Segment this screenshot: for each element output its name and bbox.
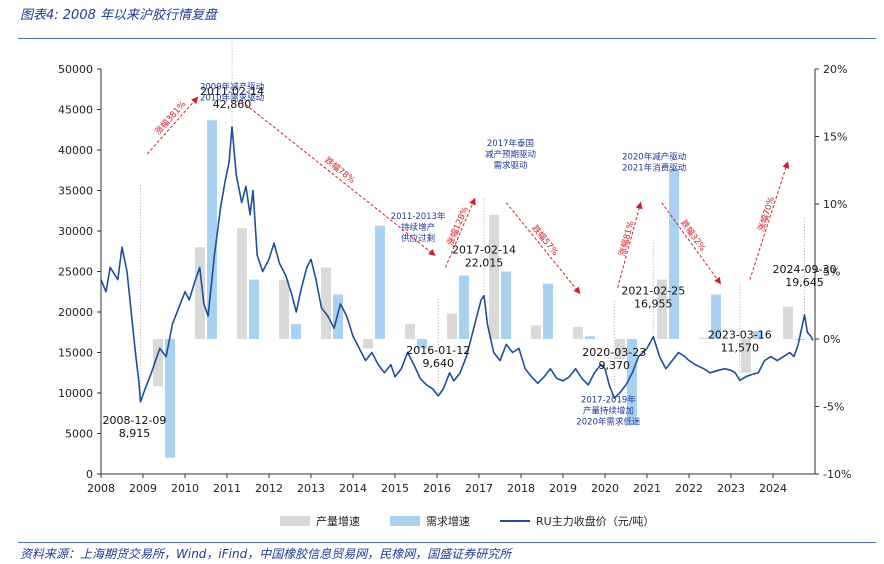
x-tick-label: 2016 xyxy=(423,482,451,495)
point-label-value: 8,915 xyxy=(119,427,151,440)
legend-label: 产量增速 xyxy=(316,514,360,528)
point-label-date: 2021-02-25 xyxy=(621,285,685,298)
x-tick-label: 2018 xyxy=(507,482,535,495)
point-label-value: 11,570 xyxy=(721,341,760,354)
x-tick-label: 2008 xyxy=(87,482,115,495)
production-growth-bar xyxy=(405,324,415,339)
left-tick-label: 45000 xyxy=(58,104,93,117)
production-growth-bar xyxy=(363,339,373,348)
demand-growth-bar xyxy=(291,324,301,339)
left-tick-label: 40000 xyxy=(58,144,93,157)
x-tick-label: 2022 xyxy=(675,482,703,495)
point-label-date: 2016-01-12 xyxy=(406,344,470,357)
x-tick-label: 2017 xyxy=(465,482,493,495)
point-label-value: 22,015 xyxy=(465,257,504,270)
driver-note-line: 减产预期驱动 xyxy=(485,149,537,160)
point-label-value: 16,955 xyxy=(634,298,673,311)
change-label: 涨幅128% xyxy=(445,205,471,247)
point-label-date: 2017-02-14 xyxy=(452,244,516,257)
driver-note-line: 2010年需求驱动 xyxy=(200,92,265,103)
production-growth-bar xyxy=(447,313,457,339)
point-label-value: 9,640 xyxy=(423,357,455,370)
x-tick-label: 2011 xyxy=(213,482,241,495)
right-tick-label: 15% xyxy=(823,131,847,144)
x-tick-label: 2013 xyxy=(297,482,325,495)
right-tick-label: -5% xyxy=(823,401,844,414)
demand-growth-bar xyxy=(249,280,259,339)
production-growth-bar xyxy=(321,267,331,339)
point-label-value: 19,645 xyxy=(785,276,824,289)
x-tick-label: 2019 xyxy=(549,482,577,495)
production-growth-bar xyxy=(237,228,247,339)
x-tick-label: 2010 xyxy=(171,482,199,495)
point-label-date: 2020-03-23 xyxy=(582,346,646,359)
demand-growth-bar xyxy=(501,272,511,340)
point-label-date: 2023-03-16 xyxy=(708,328,772,341)
demand-growth-bar xyxy=(375,226,385,339)
driver-note-line: 2017年泰国 xyxy=(487,138,534,149)
point-label-value: 9,370 xyxy=(598,359,630,372)
legend-swatch xyxy=(280,516,310,526)
left-tick-label: 50000 xyxy=(58,63,93,76)
right-tick-label: 10% xyxy=(823,198,847,211)
left-tick-label: 15000 xyxy=(58,347,93,360)
demand-growth-bar xyxy=(585,336,595,339)
x-tick-label: 2015 xyxy=(381,482,409,495)
demand-growth-bar xyxy=(459,276,469,339)
point-label-date: 2008-12-09 xyxy=(103,414,167,427)
driver-note-line: 2020年减产驱动 xyxy=(622,152,687,163)
production-growth-bar xyxy=(489,215,499,339)
driver-note-line: 产量持续增加 xyxy=(583,406,634,417)
left-tick-label: 10000 xyxy=(58,387,93,400)
x-tick-label: 2024 xyxy=(759,482,787,495)
change-arrow xyxy=(147,97,197,154)
change-label: 涨幅70% xyxy=(756,195,777,233)
change-label: 跌幅57% xyxy=(529,223,560,258)
left-tick-label: 20000 xyxy=(58,306,93,319)
change-label: 涨幅381% xyxy=(153,99,189,137)
right-tick-label: 0% xyxy=(823,333,840,346)
title-divider xyxy=(18,38,876,39)
legend-label: 需求增速 xyxy=(426,514,470,528)
production-growth-bar xyxy=(783,307,793,339)
source-note: 资料来源：上海期货交易所，Wind，iFind，中国橡胶信息贸易网，民橡网，国盛… xyxy=(20,545,511,562)
x-tick-label: 2014 xyxy=(339,482,367,495)
right-tick-label: -10% xyxy=(823,468,851,481)
demand-growth-bar xyxy=(543,284,553,339)
driver-note-line: 2009年减产驱动 xyxy=(200,81,265,92)
left-tick-label: 5000 xyxy=(65,428,93,441)
left-tick-label: 0 xyxy=(86,468,93,481)
figure-title: 图表4: 2008 年以来沪胶行情复盘 xyxy=(20,4,217,23)
production-growth-bar xyxy=(279,280,289,339)
x-tick-label: 2020 xyxy=(591,482,619,495)
source-divider xyxy=(18,542,876,543)
legend-swatch xyxy=(390,516,420,526)
right-tick-label: 20% xyxy=(823,63,847,76)
point-label-date: 2024-09-30 xyxy=(773,263,837,276)
driver-note-line: 持续增产 xyxy=(401,222,435,233)
x-tick-label: 2012 xyxy=(255,482,283,495)
driver-note-line: 2011-2013年 xyxy=(391,211,446,222)
driver-note-line: 2020年需求低迷 xyxy=(576,417,641,428)
x-tick-label: 2021 xyxy=(633,482,661,495)
left-tick-label: 25000 xyxy=(58,266,93,279)
left-tick-label: 35000 xyxy=(58,185,93,198)
demand-growth-bar xyxy=(333,294,343,339)
change-arrow xyxy=(506,203,580,294)
demand-growth-bar xyxy=(669,169,679,339)
production-growth-bar xyxy=(195,247,205,339)
driver-note-line: 2021年消费驱动 xyxy=(622,163,687,174)
x-tick-label: 2023 xyxy=(717,482,745,495)
price-chart: 0 5000 10000 15000 20000 25000 30000 35000 40000… xyxy=(0,40,884,540)
change-label: 跌幅32% xyxy=(678,218,708,254)
left-tick-label: 30000 xyxy=(58,225,93,238)
driver-note-line: 2017-2019年 xyxy=(581,395,636,406)
driver-note-line: 需求驱动 xyxy=(493,160,528,171)
production-growth-bar xyxy=(573,327,583,339)
x-tick-label: 2009 xyxy=(129,482,157,495)
production-growth-bar xyxy=(531,326,541,340)
legend-label: RU主力收盘价（元/吨） xyxy=(536,514,654,528)
change-label: 涨幅81% xyxy=(617,220,637,258)
